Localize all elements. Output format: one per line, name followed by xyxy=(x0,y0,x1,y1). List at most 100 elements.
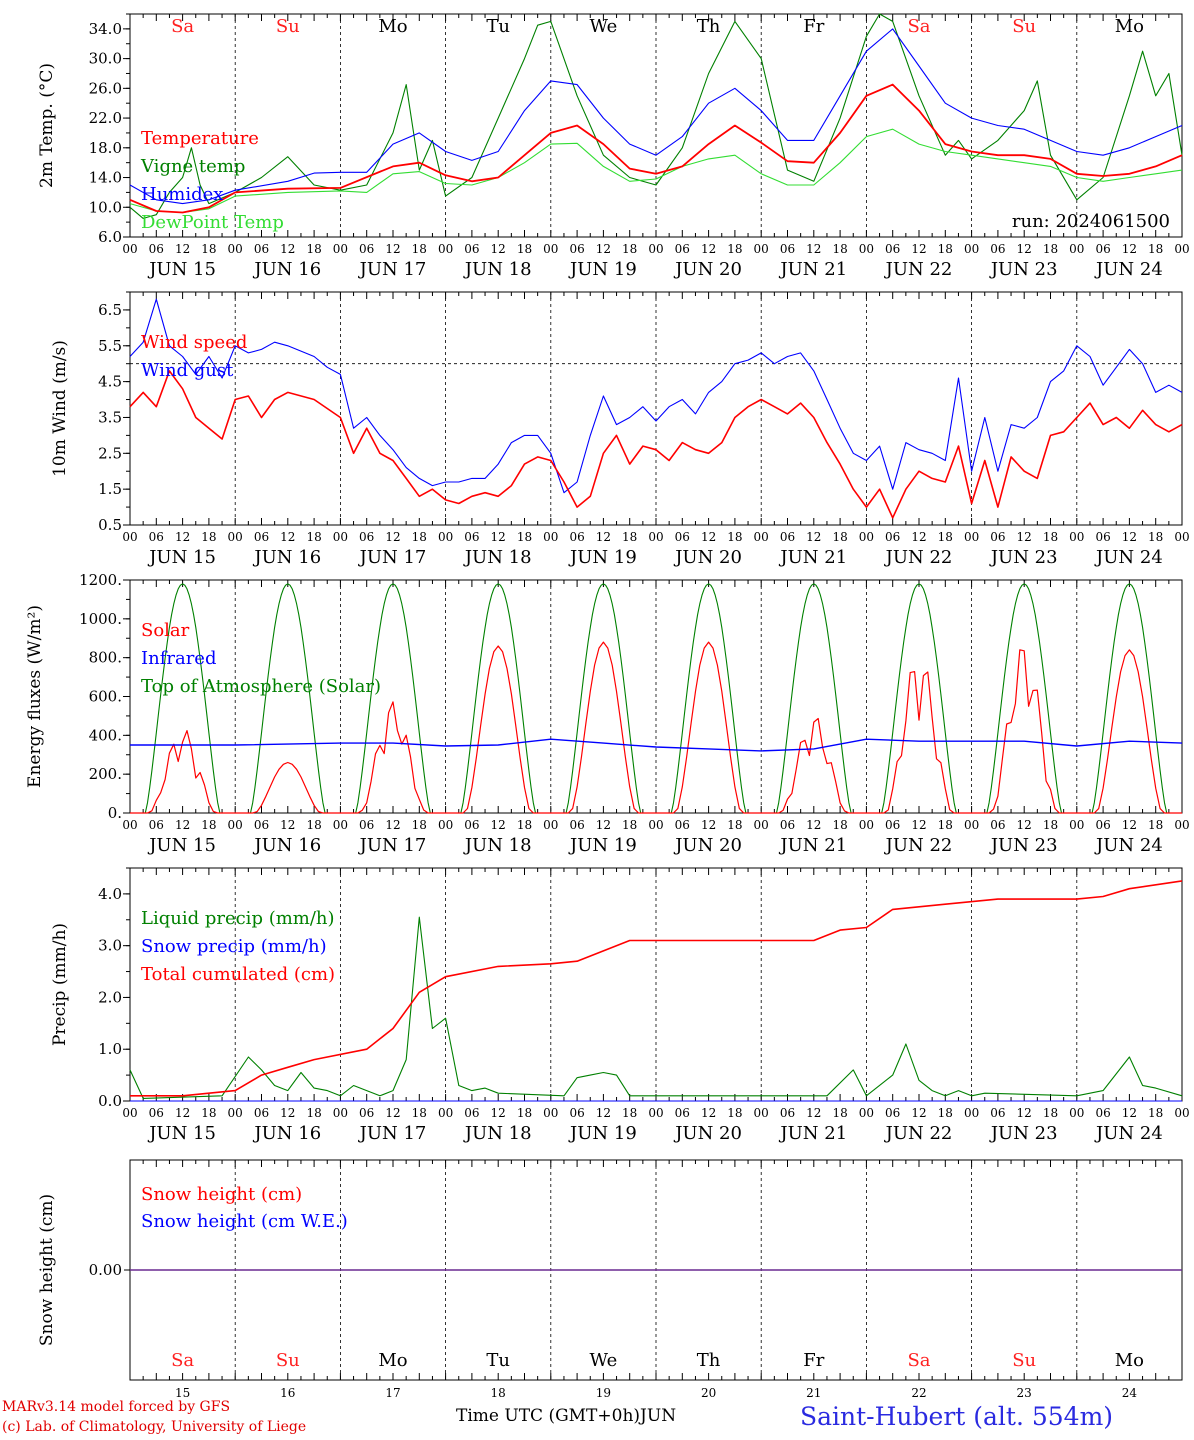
precip-hour-label: 18 xyxy=(306,1106,321,1120)
precip-hour-label: 00 xyxy=(438,1106,453,1120)
energy-hour-label: 06 xyxy=(254,818,269,832)
temp-hour-label: 00 xyxy=(543,242,558,256)
wind-hour-label: 00 xyxy=(333,530,348,544)
wind-hour-label: 06 xyxy=(359,530,374,544)
temp-legend-dewpoint-temp: DewPoint Temp xyxy=(141,212,284,233)
wind-date-label: JUN 16 xyxy=(252,547,321,568)
temp-day-abbr: Th xyxy=(697,16,721,37)
wind-hour-label: 00 xyxy=(438,530,453,544)
wind-hour-label: 06 xyxy=(149,530,164,544)
precip-hour-label: 06 xyxy=(149,1106,164,1120)
energy-y-tick-label: 800. xyxy=(89,649,122,667)
energy-hour-label: 12 xyxy=(1122,818,1137,832)
temp-day-abbr: Su xyxy=(276,16,300,37)
wind-hour-label: 06 xyxy=(464,530,479,544)
precip-hour-label: 00 xyxy=(333,1106,348,1120)
energy-date-label: JUN 18 xyxy=(463,835,532,856)
wind-legend-wind-gust: Wind gust xyxy=(141,360,234,381)
precip-date-label: JUN 19 xyxy=(568,1123,637,1144)
wind-hour-label: 18 xyxy=(1043,530,1058,544)
temp-hour-label: 06 xyxy=(885,242,900,256)
temp-hour-label: 06 xyxy=(990,242,1005,256)
precip-hour-label: 00 xyxy=(1069,1106,1084,1120)
energy-hour-label: 06 xyxy=(780,818,795,832)
energy-date-label: JUN 15 xyxy=(147,835,216,856)
temp-hour-label: 18 xyxy=(201,242,216,256)
energy-date-label: JUN 20 xyxy=(673,835,742,856)
energy-date-label: JUN 23 xyxy=(989,835,1058,856)
wind-hour-label: 12 xyxy=(806,530,821,544)
station-name: Saint-Hubert (alt. 554m) xyxy=(800,1402,1114,1431)
time-axis-title-text: Time UTC (GMT+0h) xyxy=(456,1406,641,1426)
temp-date-label: JUN 21 xyxy=(778,259,847,280)
wind-date-label: JUN 22 xyxy=(884,547,953,568)
energy-date-label: JUN 19 xyxy=(568,835,637,856)
temp-frame xyxy=(129,13,1183,238)
temp-y-axis-label: 2m Temp. (°C) xyxy=(37,63,57,188)
precip-date-label: JUN 17 xyxy=(358,1123,427,1144)
energy-hour-label: 18 xyxy=(622,818,637,832)
energy-hour-label: 00 xyxy=(228,818,243,832)
temp-hour-label: 18 xyxy=(412,242,427,256)
energy-hour-label: 12 xyxy=(1017,818,1032,832)
humidex-line xyxy=(129,28,1183,205)
temp-hour-label: 12 xyxy=(701,242,716,256)
wind-hour-label: 18 xyxy=(306,530,321,544)
temp-hour-label: 12 xyxy=(806,242,821,256)
energy-hour-label: 18 xyxy=(727,818,742,832)
temp-y-tick-label: 18.0 xyxy=(89,139,122,157)
snow-day-abbr: Mo xyxy=(378,1350,407,1371)
temp-date-label: JUN 17 xyxy=(358,259,427,280)
energy-hour-label: 12 xyxy=(491,818,506,832)
wind-date-label: JUN 15 xyxy=(147,547,216,568)
precip-date-label: JUN 23 xyxy=(989,1123,1058,1144)
wind-hour-label: 12 xyxy=(280,530,295,544)
wind-hour-label: 12 xyxy=(1122,530,1137,544)
temp-hour-label: 12 xyxy=(175,242,190,256)
wind-date-label: JUN 20 xyxy=(673,547,742,568)
temp-hour-label: 06 xyxy=(780,242,795,256)
energy-hour-label: 18 xyxy=(412,818,427,832)
precip-hour-label: 12 xyxy=(385,1106,400,1120)
temp-date-label: JUN 22 xyxy=(884,259,953,280)
precip-hour-label: 12 xyxy=(1122,1106,1137,1120)
temp-hour-label: 06 xyxy=(254,242,269,256)
temp-date-label: JUN 16 xyxy=(252,259,321,280)
temp-hour-label: 18 xyxy=(727,242,742,256)
temp-hour-label: 00 xyxy=(754,242,769,256)
snow-day-abbr: Su xyxy=(276,1350,300,1371)
precip-hour-label: 12 xyxy=(280,1106,295,1120)
precip-hour-label: 06 xyxy=(675,1106,690,1120)
temp-hour-label: 18 xyxy=(1148,242,1163,256)
temp-y-tick-label: 22.0 xyxy=(89,109,122,127)
temp-y-tick-label: 34.0 xyxy=(89,20,122,38)
temp-date-label: JUN 24 xyxy=(1094,259,1163,280)
precip-hour-label: 00 xyxy=(228,1106,243,1120)
precip-date-label: JUN 15 xyxy=(147,1123,216,1144)
energy-hour-label: 06 xyxy=(885,818,900,832)
precip-hour-label: 00 xyxy=(122,1106,137,1120)
total-cumulated-cm-line xyxy=(130,880,1183,1097)
temp-hour-label: 06 xyxy=(675,242,690,256)
energy-legend-infrared: Infrared xyxy=(141,648,216,669)
snow-day-number: 20 xyxy=(701,1386,716,1400)
snow-day-number: 23 xyxy=(1017,1386,1032,1400)
temp-hour-label: 12 xyxy=(1017,242,1032,256)
temp-hour-label: 00 xyxy=(1174,242,1189,256)
precip-hour-label: 00 xyxy=(964,1106,979,1120)
energy-hour-label: 06 xyxy=(990,818,1005,832)
energy-hour-label: 12 xyxy=(385,818,400,832)
wind-hour-label: 00 xyxy=(228,530,243,544)
wind-y-tick-label: 4.5 xyxy=(98,373,122,391)
snow-day-number: 16 xyxy=(280,1386,295,1400)
energy-hour-label: 12 xyxy=(806,818,821,832)
wind-hour-label: 12 xyxy=(911,530,926,544)
energy-y-tick-label: 0. xyxy=(108,804,122,822)
temp-y-tick-label: 30.0 xyxy=(89,50,122,68)
precip-y-axis-label: Precip (mm/h) xyxy=(50,923,70,1046)
temp-day-abbr: Sa xyxy=(171,16,194,37)
energy-hour-label: 18 xyxy=(832,818,847,832)
run-label: run: 2024061500 xyxy=(1012,211,1170,232)
energy-hour-label: 00 xyxy=(1069,818,1084,832)
wind-y-tick-label: 1.5 xyxy=(98,480,122,498)
